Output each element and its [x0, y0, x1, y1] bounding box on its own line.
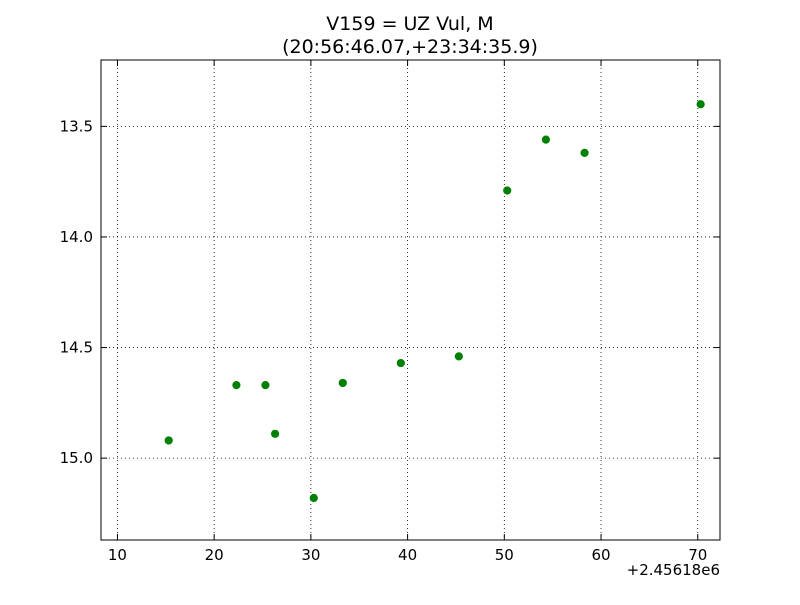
data-point [503, 186, 512, 195]
data-point [261, 381, 270, 390]
x-axis-offset-label: +2.45618e6 [627, 561, 720, 579]
x-tick-label: 70 [688, 546, 707, 564]
data-point [270, 429, 280, 438]
data-points [164, 100, 705, 503]
y-tick-label: 13.5 [60, 117, 93, 135]
y-tick-label: 15.0 [60, 449, 93, 467]
data-point [580, 148, 589, 158]
x-tick-label: 40 [398, 546, 417, 564]
x-tick-label: 60 [591, 546, 610, 564]
y-tick-label: 14.0 [60, 228, 93, 246]
chart-title-line-2: (20:56:46.07,+23:34:35.9) [282, 36, 538, 58]
x-tick-label: 50 [495, 546, 514, 564]
x-tick-label: 30 [301, 546, 320, 564]
y-tick-label: 14.5 [60, 339, 93, 357]
x-tick-label: 20 [205, 546, 224, 564]
plot-frame [100, 59, 721, 541]
axis-ticks: 10 20 30 40 50 60 70 13.5 14.0 14.5 15.0 [60, 60, 720, 564]
data-point [696, 100, 705, 109]
chart-title-line-1: V159 = UZ Vul, M [326, 13, 493, 35]
x-tick-label: 10 [108, 546, 127, 564]
data-point [164, 436, 173, 445]
data-point [232, 381, 241, 390]
data-point [338, 378, 347, 388]
data-point [396, 358, 405, 368]
data-point [454, 352, 463, 361]
data-point [541, 135, 551, 144]
data-point [309, 493, 318, 503]
grid-lines [101, 60, 720, 540]
